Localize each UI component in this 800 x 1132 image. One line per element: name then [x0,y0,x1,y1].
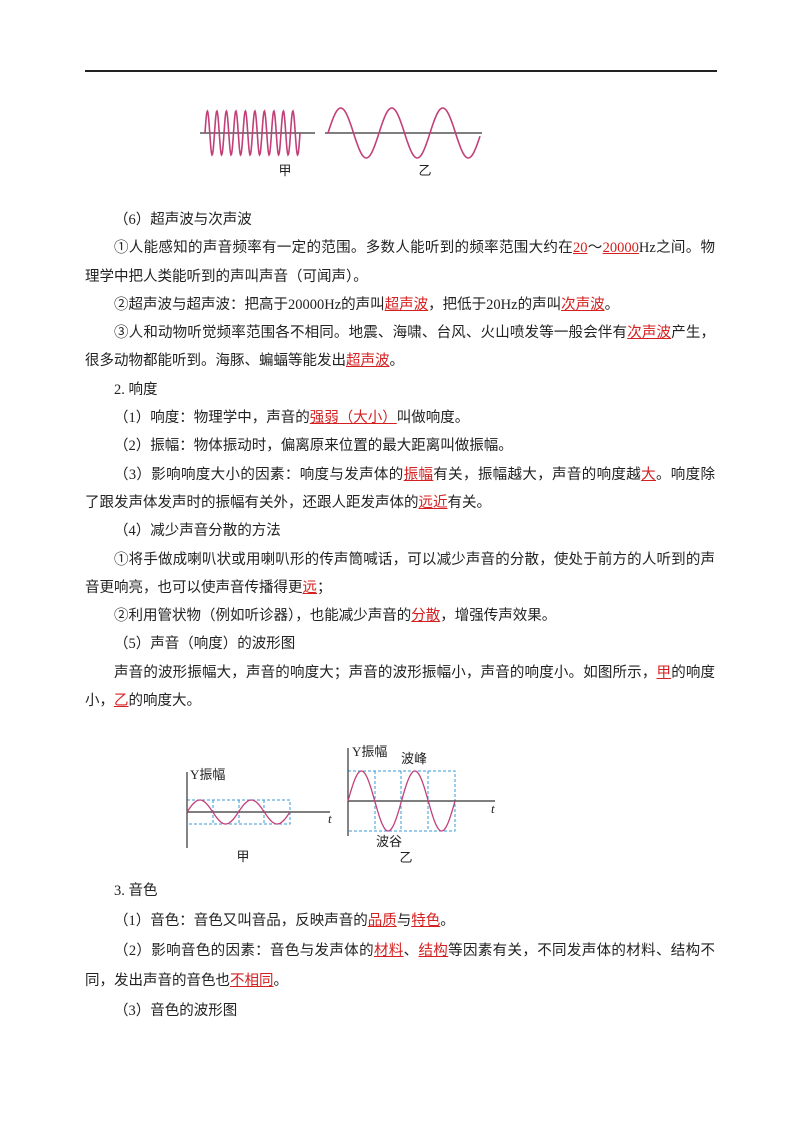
text: 。响度除了跟发声体发声时的振幅有关外，还跟人距发声体的 [85,466,715,511]
paragraph: （2）影响音色的因素：音色与发声体的材料、结构等因素有关，不同发声体的材料、结构… [85,936,715,996]
t-label: t [491,801,495,816]
answer: 分散 [411,608,441,625]
wave [204,109,301,157]
y-axis-label: Y振幅 [190,767,225,782]
answer: 20000 [602,240,639,257]
paragraph: （1）音色：音色又叫音品，反映声音的品质与特色。 [85,906,715,936]
answer: 大 [641,466,656,483]
text: （6）超声波与次声波 [114,212,252,228]
wave [327,107,481,159]
paragraph: ②超声波与超声波：把高于20000Hz的声叫超声波，把低于20Hz的声叫次声波。 [85,291,715,319]
answer: 次声波 [627,325,672,342]
paragraph: （3）音色的波形图 [85,996,715,1026]
axes [186,748,495,848]
text: 与 [396,913,412,929]
answer: 次声波 [561,296,605,313]
answer: 不相同 [230,973,274,989]
answer: 超声波 [346,353,390,370]
answer: 超声波 [384,296,429,313]
text: 。 [604,296,620,313]
caption: 甲 [278,163,291,178]
text: 2. 响度 [114,381,158,398]
caption: 乙 [418,163,431,178]
text: ～ [587,240,603,257]
text: ，增强传声效果。 [440,608,557,625]
text: 3. 音色 [114,883,158,899]
caption: 甲 [236,849,249,864]
text: （3）影响响度大小的因素：响度与发声体的 [114,466,404,483]
answer: 振幅 [403,466,434,483]
text: （1）音色：音色又叫音品，反映声音的 [114,913,368,929]
text: （5）声音（响度）的波形图 [114,636,296,653]
text: （3）音色的波形图 [114,1003,238,1019]
text: 。 [273,973,289,989]
text: 产生，很多动物都能听到。海豚、蝙蝠等能发出 [85,325,716,370]
t-label: t [328,811,332,826]
y-axis-label: Y振幅 [352,744,387,759]
wave [347,770,456,832]
paragraph: （5）声音（响度）的波形图 [85,630,715,658]
text: （2）振幅：物体振动时，偏离原来位置的最大距离叫做振幅。 [114,438,513,455]
text: 有关。 [447,494,492,511]
text: 叫做响度。 [396,410,470,427]
answer: 结构 [418,943,449,959]
paragraph: 3. 音色 [85,876,715,906]
paragraph: （2）振幅：物体振动时，偏离原来位置的最大距离叫做振幅。 [85,432,715,460]
text: 、 [403,943,419,959]
paragraph: ②利用管状物（例如听诊器），也能减少声音的分散，增强传声效果。 [85,602,715,630]
caption: 乙 [399,850,412,865]
text: （1）响度：物理学中，声音的 [114,410,310,427]
text: ②超声波与超声波：把高于20000Hz的声叫 [114,296,385,313]
paragraph: 2. 响度 [85,376,715,404]
answer: 远近 [418,494,448,511]
text: 的响度大。 [128,693,202,710]
text: 的响度小， [85,664,716,710]
answer: 甲 [656,664,672,681]
paragraph: （3）影响响度大小的因素：响度与发声体的振幅有关，振幅越大，声音的响度越大。响度… [85,461,715,518]
paragraphs: （6）超声波与次声波 ①人能感知的声音频率有一定的范围。多数人能听到的频率范围大约… [85,206,715,715]
text: ①将手做成喇叭状或用喇叭形的传声筒喊话，可以减少声音的分散，使处于前方的人听到的… [85,551,715,596]
text: ，把低于20Hz的声叫 [428,296,562,313]
paragraph: 声音的波形振幅大，声音的响度大；声音的波形振幅小，声音的响度小。如图所示，甲的响… [85,659,715,716]
text: 。 [389,353,405,370]
text: ③人和动物听觉频率范围各不相同。地震、海啸、台风、火山喷发等一般会伴有 [114,325,628,342]
answer: 品质 [367,913,397,929]
text: ； [317,579,332,596]
answer: 远 [302,579,318,596]
text: ②利用管状物（例如听诊器），也能减少声音的 [114,608,412,625]
paragraph: ①人能感知的声音频率有一定的范围。多数人能听到的频率范围大约在20～20000H… [85,234,715,291]
text: 声音的波形振幅大，声音的响度大；声音的波形振幅小，声音的响度小。如图所示， [114,664,657,681]
crest-label: 波峰 [401,751,427,766]
text: ①人能感知的声音频率有一定的范围。多数人能听到的频率范围大约在 [114,240,573,257]
paragraph: （4）减少声音分散的方法 [85,517,715,545]
answer: 20 [573,240,588,257]
paragraph: ①将手做成喇叭状或用喇叭形的传声筒喊话，可以减少声音的分散，使处于前方的人听到的… [85,546,715,603]
paragraph: ③人和动物听觉频率范围各不相同。地震、海啸、台风、火山喷发等一般会伴有次声波产生… [85,319,715,376]
paragraphs: 3. 音色 （1）音色：音色又叫音品，反映声音的品质与特色。 （2）影响音色的因素：… [85,876,715,1026]
text: （2）影响音色的因素：音色与发声体的 [114,943,374,959]
answer: 强弱（大小） [309,410,397,427]
paragraph: （6）超声波与次声波 [85,206,715,234]
text: 等因素有关，不同发声体的材料、结构不同，发出声音的音色也 [85,943,715,989]
wave [186,799,291,825]
top-rule [85,70,717,72]
answer: 材料 [373,943,404,959]
paragraph: （1）响度：物理学中，声音的强弱（大小）叫做响度。 [85,404,715,432]
answer: 特色 [411,913,441,929]
text: Hz之间。物理学中把人类能听到的声叫声音（可闻声）。 [85,240,716,285]
text: （4）减少声音分散的方法 [114,523,281,540]
text: 有关，振幅越大，声音的响度越 [433,466,642,483]
text: 。 [440,913,455,929]
trough-label: 波谷 [376,834,402,849]
answer: 乙 [114,693,129,710]
